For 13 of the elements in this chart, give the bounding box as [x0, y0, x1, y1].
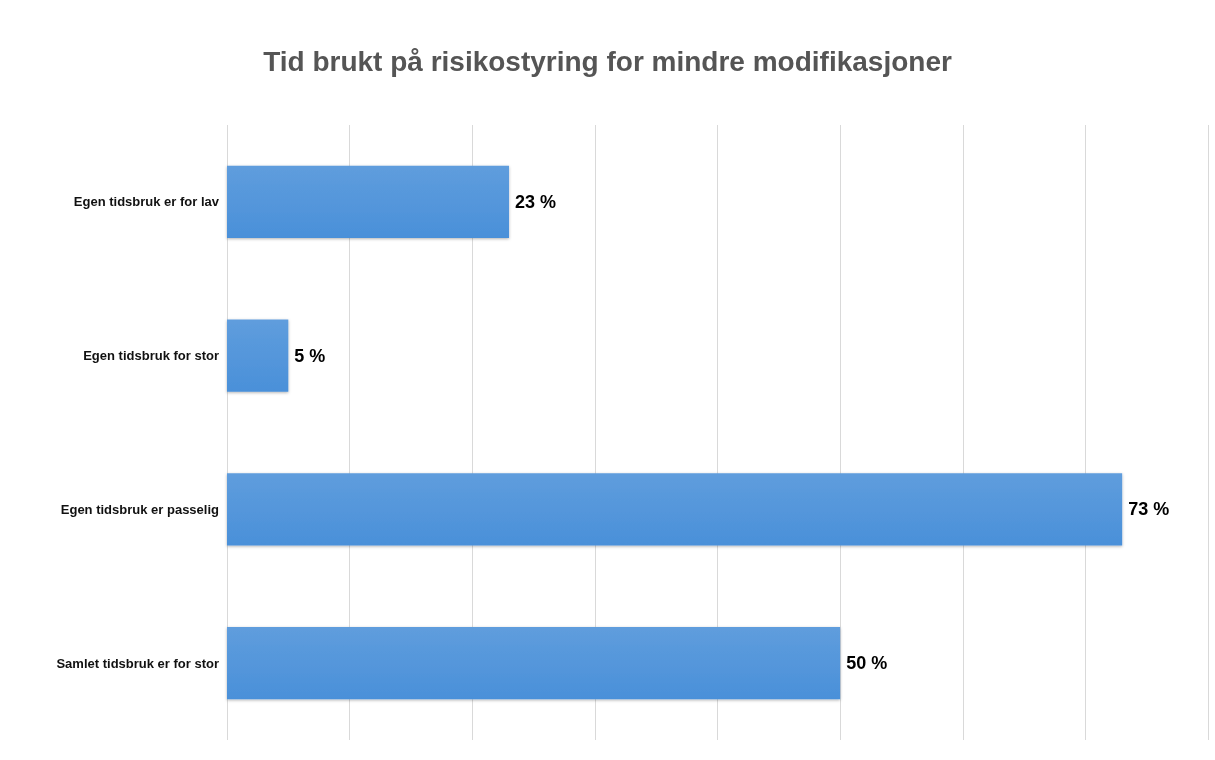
bar	[227, 319, 289, 392]
y-tick-label: Egen tidsbruk er for lav	[73, 194, 220, 210]
y-tick-label: Egen tidsbruk er passelig	[60, 501, 220, 517]
data-label: 73 %	[1128, 499, 1170, 520]
bar	[227, 626, 841, 700]
bar	[227, 165, 510, 239]
data-label: 50 %	[846, 653, 888, 674]
y-tick-label: Egen tidsbruk for stor	[83, 348, 219, 364]
chart-title: Tid brukt på risikostyring for mindre modifikasjoner	[263, 45, 952, 77]
y-tick-label: Samlet tidsbruk er for stor	[56, 655, 219, 671]
data-label: 5 %	[294, 345, 326, 366]
bar	[227, 473, 1123, 546]
data-label: 23 %	[515, 191, 557, 212]
